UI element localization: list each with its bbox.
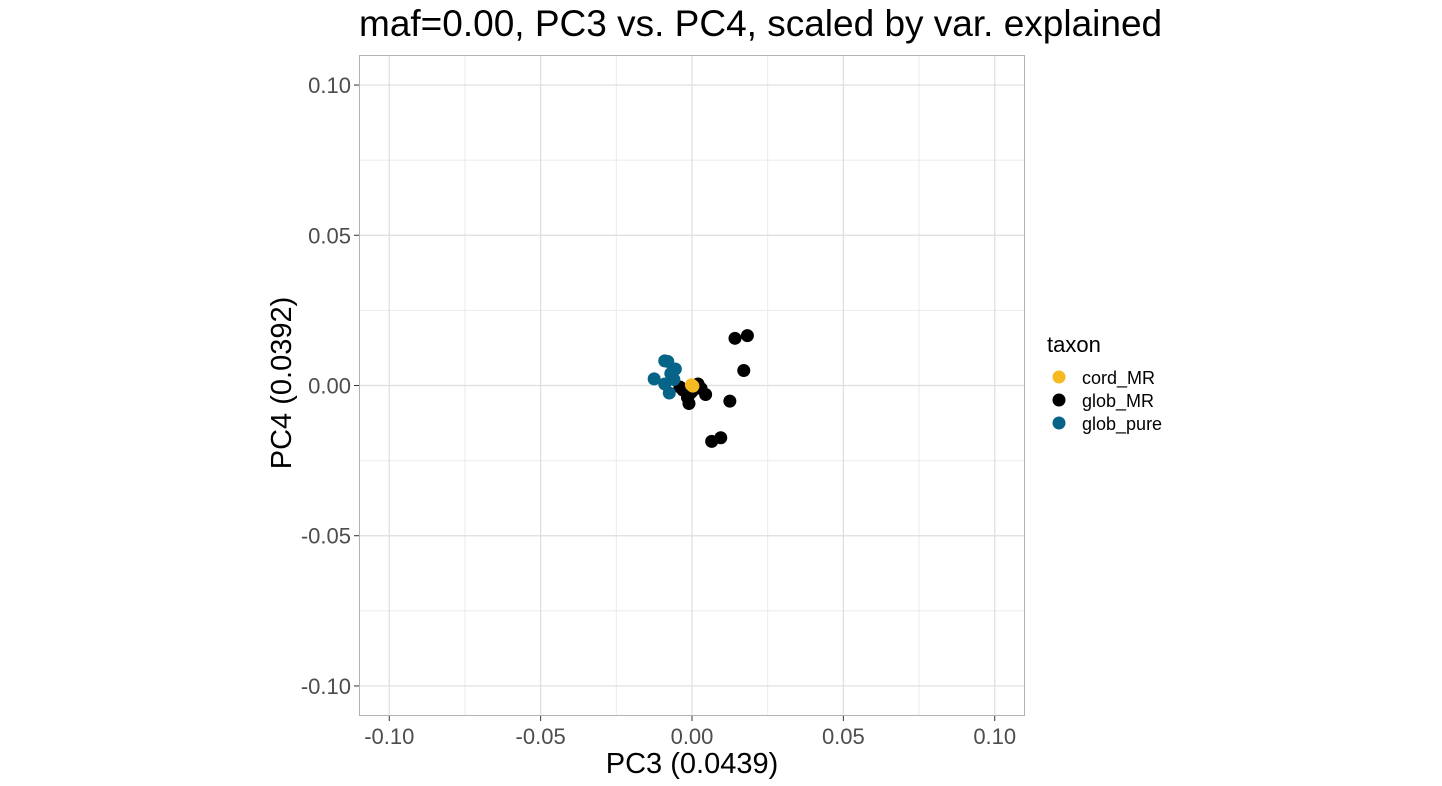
y-tick-label: -0.05 — [301, 524, 351, 549]
panel-border — [359, 55, 1025, 716]
x-tick-label: 0.10 — [973, 724, 1016, 749]
y-tick-label: 0.00 — [308, 374, 351, 399]
y-tick-label: -0.10 — [301, 674, 351, 699]
x-tick-label: 0.05 — [822, 724, 865, 749]
chart-title: maf=0.00, PC3 vs. PC4, scaled by var. ex… — [359, 3, 1162, 44]
legend-label-glob_pure: glob_pure — [1082, 414, 1162, 435]
point-glob_MR — [728, 331, 742, 345]
data-points — [647, 329, 754, 448]
legend-key-glob_pure — [1052, 416, 1066, 430]
x-tick-label: -0.10 — [364, 724, 414, 749]
legend-label-glob_MR: glob_MR — [1082, 391, 1154, 412]
point-glob_pure — [647, 372, 661, 386]
x-tick-label: -0.05 — [516, 724, 566, 749]
x-tick-label: 0.00 — [671, 724, 714, 749]
legend-title: taxon — [1047, 332, 1101, 357]
legend-label-cord_MR: cord_MR — [1082, 368, 1155, 389]
x-axis-ticks: -0.10 -0.05 0.00 0.05 0.10 — [364, 716, 1016, 749]
point-glob_pure — [662, 386, 676, 400]
point-glob_MR — [723, 394, 737, 408]
point-glob_MR — [740, 329, 754, 343]
y-axis-title: PC4 (0.0392) — [266, 297, 298, 470]
y-axis-ticks: -0.10 -0.05 0.00 0.05 0.10 — [301, 73, 359, 699]
point-glob_MR — [682, 397, 696, 411]
point-glob_MR — [737, 363, 751, 377]
point-glob_pure — [667, 372, 681, 386]
y-tick-label: 0.10 — [308, 73, 351, 98]
point-glob_MR — [705, 434, 719, 448]
x-axis-title: PC3 (0.0439) — [606, 748, 779, 780]
plot-panel — [359, 55, 1025, 716]
y-tick-label: 0.05 — [308, 223, 351, 248]
legend-key-glob_MR — [1052, 393, 1066, 407]
point-cord_MR — [686, 379, 700, 393]
legend-key-cord_MR — [1052, 370, 1066, 384]
